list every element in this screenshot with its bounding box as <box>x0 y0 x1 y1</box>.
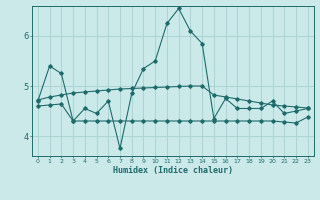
X-axis label: Humidex (Indice chaleur): Humidex (Indice chaleur) <box>113 166 233 175</box>
